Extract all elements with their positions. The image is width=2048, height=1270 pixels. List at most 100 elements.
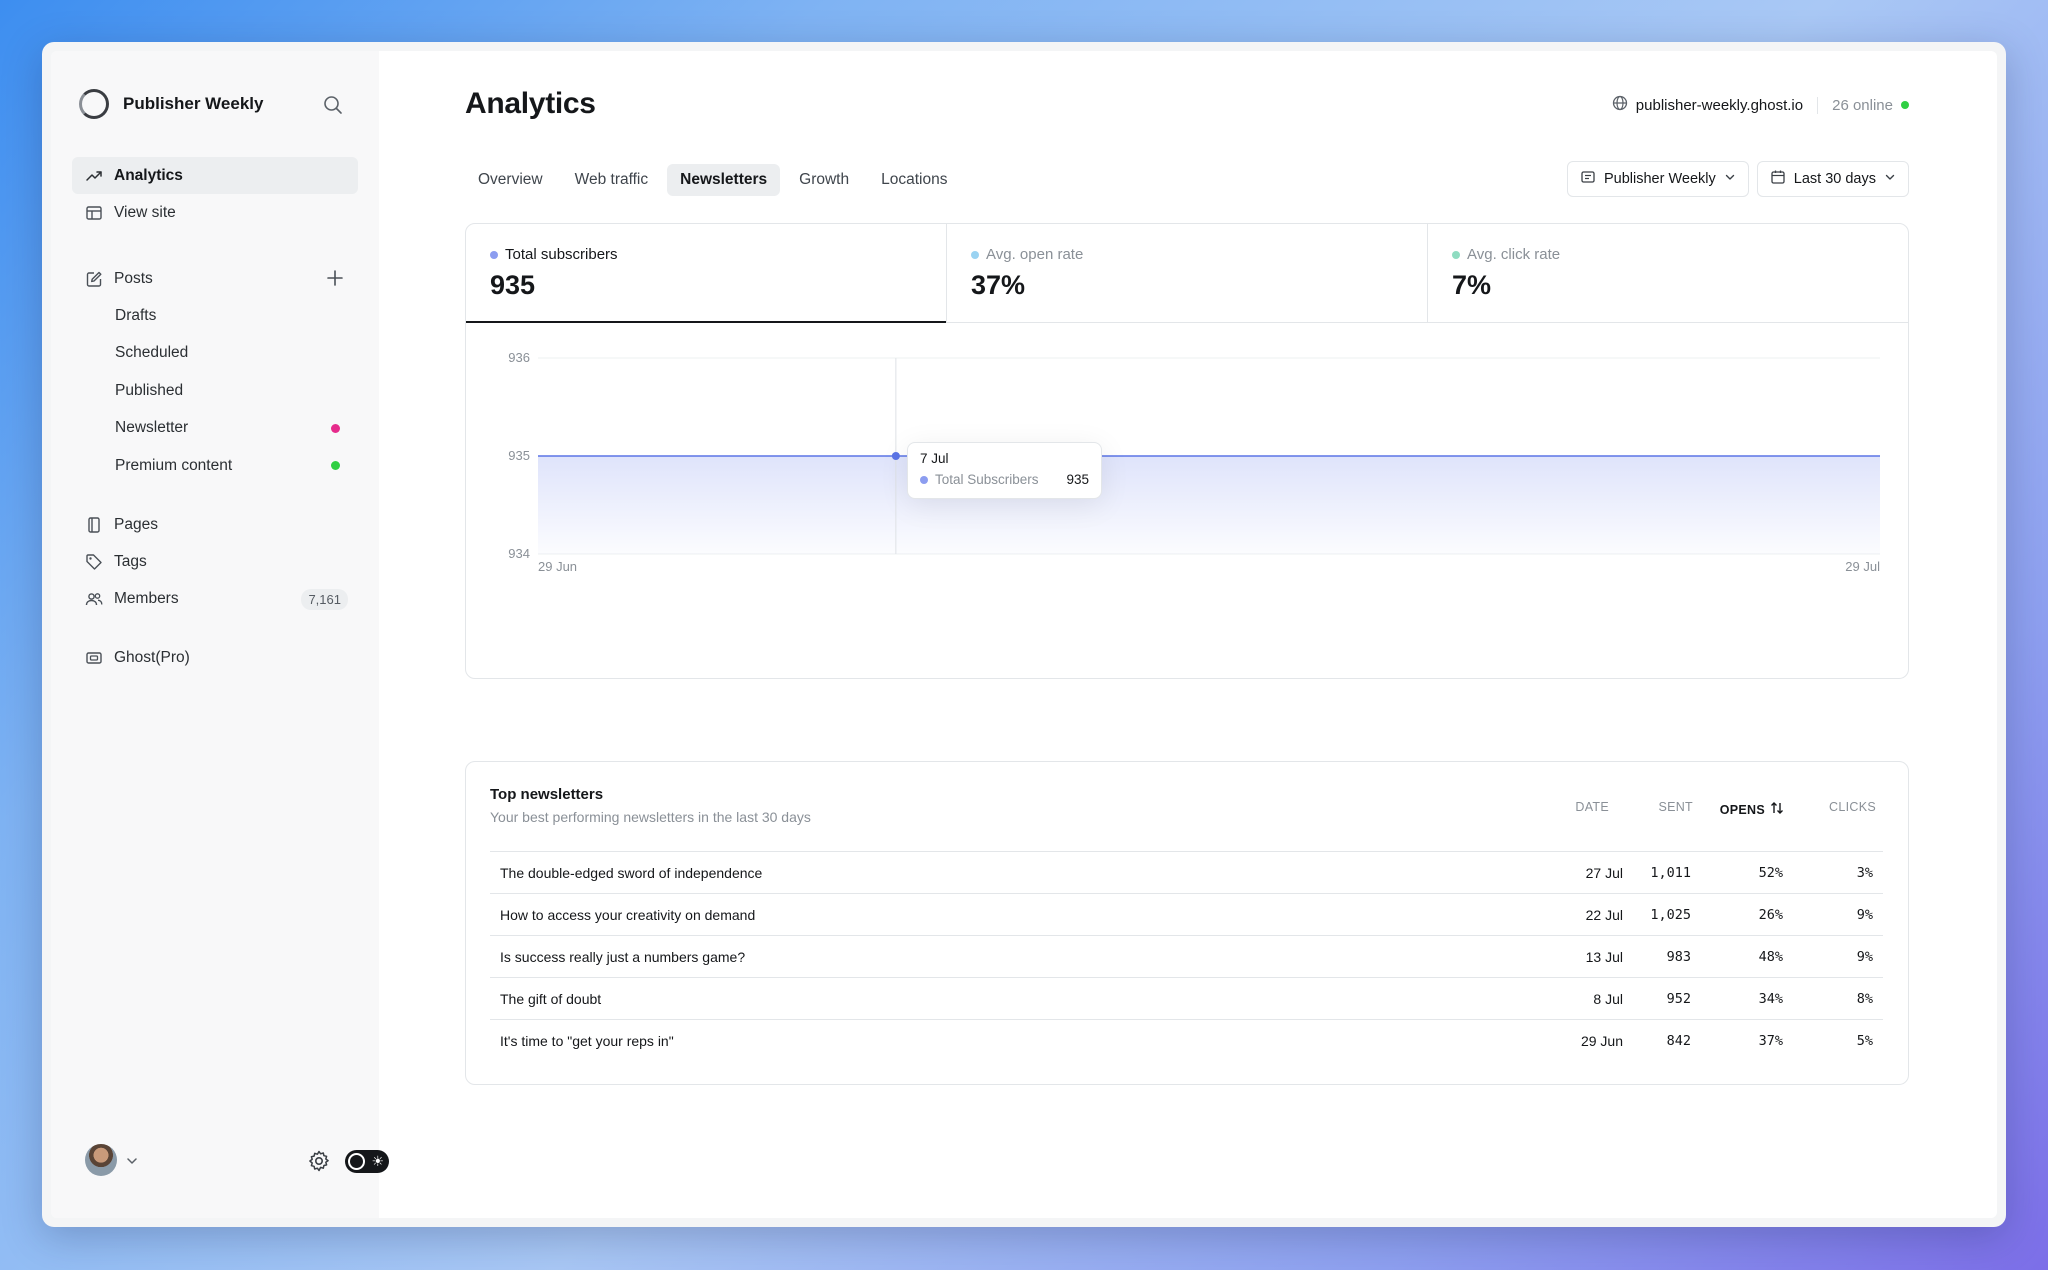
app-window: Publisher Weekly Analytics View site Pos… bbox=[42, 42, 2006, 1227]
tab-overview[interactable]: Overview bbox=[478, 171, 543, 188]
series-dot bbox=[1452, 250, 1460, 259]
column-header-date[interactable]: DATE bbox=[1575, 800, 1609, 814]
sidebar-item-view-site[interactable]: View site bbox=[72, 194, 358, 231]
sidebar-item-label: Scheduled bbox=[115, 344, 189, 362]
sidebar-item-label: Premium content bbox=[115, 456, 233, 474]
sidebar-item-posts[interactable]: Posts bbox=[72, 260, 358, 297]
tooltip-date: 7 Jul bbox=[920, 451, 949, 466]
chevron-down-icon[interactable] bbox=[125, 1154, 139, 1173]
cell-date: 27 Jul bbox=[1585, 865, 1623, 881]
tag-icon bbox=[85, 553, 103, 571]
sidebar-item-pages[interactable]: Pages bbox=[72, 507, 358, 544]
cell-opens: 26% bbox=[1758, 907, 1783, 923]
avatar[interactable] bbox=[85, 1144, 117, 1176]
table-row[interactable]: Is success really just a numbers game? 1… bbox=[490, 935, 1883, 977]
site-url-link[interactable]: publisher-weekly.ghost.io bbox=[1635, 96, 1804, 114]
toggle-knob bbox=[348, 1153, 365, 1170]
column-header-clicks[interactable]: CLICKS bbox=[1829, 800, 1876, 814]
tooltip-series: Total Subscribers bbox=[935, 472, 1039, 487]
kpi-value: 7% bbox=[1452, 270, 1492, 300]
cell-title: The double-edged sword of independence bbox=[500, 865, 763, 881]
sidebar-item-newsletter[interactable]: Newsletter bbox=[72, 410, 358, 448]
sidebar-item-label: View site bbox=[114, 203, 176, 221]
table-row[interactable]: How to access your creativity on demand … bbox=[490, 893, 1883, 935]
sidebar-item-tags[interactable]: Tags bbox=[72, 544, 358, 581]
tab-newsletters[interactable]: Newsletters bbox=[667, 164, 781, 196]
y-tick-label: 936 bbox=[508, 350, 530, 365]
sidebar-item-members[interactable]: Members 7,161 bbox=[72, 581, 358, 618]
theme-toggle[interactable]: ☀ bbox=[345, 1150, 389, 1173]
tab-web-traffic[interactable]: Web traffic bbox=[574, 171, 649, 188]
column-header-sent[interactable]: SENT bbox=[1658, 800, 1693, 814]
brand-logo bbox=[79, 89, 109, 119]
cell-title: It's time to "get your reps in" bbox=[500, 1033, 674, 1049]
kpi-label: Avg. click rate bbox=[1467, 246, 1561, 263]
sidebar-item-ghost-pro[interactable]: Ghost(Pro) bbox=[72, 640, 358, 677]
cell-opens: 37% bbox=[1758, 1033, 1783, 1049]
premium-dot bbox=[331, 461, 340, 471]
table-row[interactable]: The gift of doubt 8 Jul 952 34% 8% bbox=[490, 977, 1883, 1019]
chevron-down-icon bbox=[1884, 171, 1896, 187]
newsletter-select[interactable]: Publisher Weekly bbox=[1567, 161, 1749, 197]
gear-icon[interactable] bbox=[307, 1149, 331, 1178]
cell-date: 13 Jul bbox=[1585, 949, 1623, 965]
kpi-avg-click-rate[interactable]: Avg. click rate 7% bbox=[1428, 224, 1908, 322]
cell-clicks: 9% bbox=[1856, 949, 1873, 965]
brand[interactable]: Publisher Weekly bbox=[79, 89, 263, 119]
online-status-dot bbox=[1901, 101, 1909, 109]
sidebar: Publisher Weekly Analytics View site Pos… bbox=[51, 51, 389, 1218]
top-newsletters-card: Top newsletters Your best performing new… bbox=[465, 761, 1909, 1085]
kpi-avg-open-rate[interactable]: Avg. open rate 37% bbox=[947, 224, 1428, 322]
kpi-total-subscribers[interactable]: Total subscribers 935 bbox=[466, 224, 947, 323]
x-tick-label: 29 Jul bbox=[1845, 559, 1880, 574]
x-tick-label: 29 Jun bbox=[538, 559, 577, 574]
tab-locations[interactable]: Locations bbox=[881, 171, 948, 188]
y-tick-label: 934 bbox=[508, 546, 530, 561]
cell-sent: 842 bbox=[1666, 1033, 1691, 1049]
tab-growth[interactable]: Growth bbox=[799, 171, 850, 188]
cell-title: The gift of doubt bbox=[500, 991, 602, 1007]
sidebar-item-drafts[interactable]: Drafts bbox=[72, 297, 358, 335]
cell-clicks: 8% bbox=[1856, 991, 1873, 1007]
brand-name: Publisher Weekly bbox=[123, 94, 264, 113]
date-range-select[interactable]: Last 30 days bbox=[1756, 161, 1909, 197]
globe-icon bbox=[1612, 95, 1628, 115]
cell-clicks: 5% bbox=[1856, 1033, 1873, 1049]
sidebar-item-premium-content[interactable]: Premium content bbox=[72, 447, 358, 485]
ghost-pro-icon bbox=[85, 649, 103, 667]
tooltip-value: 935 bbox=[1066, 472, 1089, 487]
column-header-label: OPENS bbox=[1719, 802, 1765, 817]
kpi-value: 935 bbox=[490, 270, 536, 300]
y-tick-label: 935 bbox=[508, 448, 530, 463]
table-rows: The double-edged sword of independence 2… bbox=[490, 851, 1883, 1061]
chart-tooltip: 7 Jul Total Subscribers 935 bbox=[907, 442, 1102, 499]
layout-icon bbox=[85, 204, 103, 222]
sidebar-item-published[interactable]: Published bbox=[72, 372, 358, 410]
subscribers-chart[interactable]: 936 935 934 29 Jun 29 Jul 7 Jul Total Subscr… bbox=[466, 323, 1908, 678]
sidebar-item-label: Ghost(Pro) bbox=[114, 649, 190, 666]
sidebar-item-label: Published bbox=[115, 381, 184, 399]
newsletter-dot bbox=[331, 423, 340, 433]
column-header-opens[interactable]: OPENS bbox=[1720, 800, 1785, 819]
cell-sent: 1,025 bbox=[1650, 907, 1691, 923]
add-post-icon[interactable] bbox=[326, 269, 344, 292]
table-row[interactable]: The double-edged sword of independence 2… bbox=[490, 851, 1883, 893]
chevron-down-icon bbox=[1724, 171, 1736, 187]
kpi-label: Avg. open rate bbox=[986, 246, 1084, 263]
newsletter-select-value: Publisher Weekly bbox=[1604, 171, 1716, 187]
analytics-tabs: Overview Web traffic Newsletters Growth … bbox=[465, 164, 960, 196]
date-range-value: Last 30 days bbox=[1793, 171, 1876, 187]
subscribers-card: Total subscribers 935 Avg. open rate 37%… bbox=[465, 223, 1909, 679]
cell-title: How to access your creativity on demand bbox=[500, 907, 756, 923]
search-icon[interactable] bbox=[323, 95, 343, 120]
kpi-row: Total subscribers 935 Avg. open rate 37%… bbox=[466, 224, 1908, 323]
sidebar-item-label: Analytics bbox=[114, 166, 183, 184]
sidebar-nav: Analytics View site Posts Drafts Schedul… bbox=[72, 157, 358, 677]
online-count: 26 online bbox=[1817, 96, 1893, 114]
sidebar-item-analytics[interactable]: Analytics bbox=[72, 157, 358, 194]
cell-sent: 1,011 bbox=[1650, 865, 1691, 881]
sidebar-item-scheduled[interactable]: Scheduled bbox=[72, 335, 358, 373]
sidebar-item-label: Members bbox=[114, 590, 179, 607]
table-row[interactable]: It's time to "get your reps in" 29 Jun 8… bbox=[490, 1019, 1883, 1061]
members-icon bbox=[85, 590, 103, 608]
